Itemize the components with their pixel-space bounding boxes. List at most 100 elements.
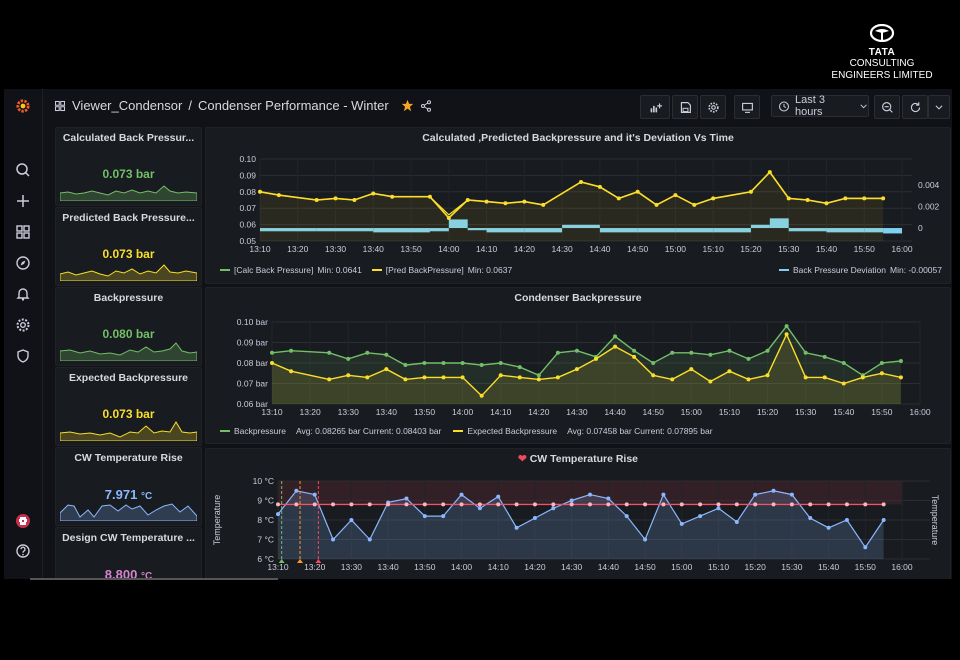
legend-dev-name[interactable]: Back Pressure Deviation	[792, 265, 887, 275]
refresh-interval-dropdown[interactable]	[928, 95, 950, 119]
stat-number: 7.971	[104, 487, 138, 502]
data-point	[555, 375, 560, 380]
x-tick-label: 15:30	[781, 562, 803, 572]
data-point	[333, 196, 338, 201]
data-point	[367, 537, 372, 542]
legend-calc-name[interactable]: [Calc Back Pressure]	[234, 265, 314, 275]
data-point	[698, 514, 703, 519]
y-tick-label: 0.10 bar	[237, 317, 268, 327]
horizontal-scrollbar[interactable]	[30, 578, 278, 580]
data-point	[616, 196, 621, 201]
legend-pred-min: Min: 0.0637	[467, 265, 513, 275]
stat-title: Backpressure	[93, 292, 164, 304]
x-tick-label: 15:10	[703, 244, 725, 254]
x-tick-label: 15:20	[757, 407, 779, 417]
star-icon[interactable]	[401, 99, 414, 112]
series-line	[259, 170, 884, 220]
data-point	[727, 348, 732, 353]
help-icon[interactable]	[12, 540, 34, 562]
stat-panel-cw-temp-rise[interactable]: CW Temperature Rise 7.971 °C	[55, 447, 202, 526]
plus-icon[interactable]	[12, 190, 34, 212]
data-point	[689, 367, 694, 372]
data-point	[654, 202, 659, 207]
data-point	[270, 350, 274, 355]
shield-icon[interactable]	[12, 345, 34, 367]
panel-backpressure-deviation[interactable]: Calculated ,Predicted Backpressure and i…	[205, 127, 951, 284]
data-point	[784, 332, 789, 337]
data-point	[579, 179, 583, 184]
data-point	[716, 506, 721, 511]
user-avatar-icon[interactable]	[12, 510, 34, 532]
data-point	[484, 199, 489, 204]
clock-icon	[778, 100, 790, 112]
stat-panel-design-cw-temp[interactable]: Design CW Temperature ... 8.800 °C	[55, 527, 202, 579]
x-tick-label: 13:40	[363, 244, 385, 254]
legend-bp-name[interactable]: Backpressure	[234, 426, 286, 436]
data-point	[569, 498, 574, 503]
data-point	[844, 502, 849, 507]
data-point	[459, 492, 464, 497]
x-tick-label: 14:50	[634, 562, 656, 572]
share-icon[interactable]	[420, 99, 432, 112]
data-point	[390, 194, 395, 199]
data-point	[496, 502, 501, 507]
explore-compass-icon[interactable]	[12, 252, 34, 274]
panel-condenser-backpressure[interactable]: Condenser Backpressure 0.10 bar 0.09 bar 0…	[205, 287, 951, 444]
data-point	[843, 196, 848, 201]
zoom-out-button[interactable]	[874, 95, 900, 119]
x-tick-label: 13:10	[249, 244, 271, 254]
settings-gear-icon[interactable]	[12, 314, 34, 336]
add-panel-button[interactable]	[640, 95, 670, 119]
panel-cw-temperature-rise[interactable]: ❤ CW Temperature Rise 10 °C 9 °C 8 °C 7 °C 6…	[205, 448, 951, 579]
refresh-button[interactable]	[902, 95, 928, 119]
data-point	[805, 198, 810, 202]
breadcrumb-folder[interactable]: Viewer_Condensor	[72, 98, 183, 113]
search-icon[interactable]	[12, 159, 34, 181]
data-point	[727, 369, 732, 374]
broken-heart-icon[interactable]: ❤	[517, 453, 527, 465]
data-point	[862, 196, 867, 201]
stat-title: CW Temperature Rise	[74, 452, 183, 464]
grafana-logo-icon[interactable]	[12, 95, 34, 117]
stat-panel-calc-bp[interactable]: Calculated Back Pressur... 0.073 bar	[55, 127, 202, 206]
data-point	[635, 189, 640, 194]
data-point	[404, 502, 409, 507]
chevron-down-icon	[935, 105, 943, 110]
y-tick-label: 0.08	[239, 187, 256, 197]
data-point	[689, 350, 694, 355]
legend-exp-name[interactable]: Expected Backpressure	[467, 426, 558, 436]
x-tick-label: 13:30	[341, 562, 363, 572]
data-point	[841, 381, 846, 386]
data-point	[551, 506, 556, 511]
data-point	[734, 502, 739, 507]
x-tick-label: 13:50	[414, 407, 436, 417]
stat-panel-backpressure[interactable]: Backpressure 0.080 bar	[55, 287, 202, 366]
time-range-label: Last 3 hours	[794, 94, 825, 118]
data-point	[613, 344, 618, 349]
x-tick-label: 14:00	[452, 407, 474, 417]
legend-swatch	[220, 430, 230, 432]
dashboard-settings-button[interactable]	[700, 95, 726, 119]
x-tick-label: 14:10	[476, 244, 498, 254]
legend-left: [Calc Back Pressure] Min: 0.0641 [Pred B…	[220, 265, 512, 275]
data-point	[753, 502, 758, 507]
dashboard-title[interactable]: Condenser Performance - Winter	[197, 98, 389, 113]
data-point	[514, 525, 519, 530]
save-dashboard-button[interactable]	[672, 95, 698, 119]
data-point	[496, 494, 501, 499]
stat-panel-expected-bp[interactable]: Expected Backpressure 0.073 bar	[55, 367, 202, 446]
data-point	[734, 519, 739, 524]
alerting-bell-icon[interactable]	[12, 283, 34, 305]
stat-panel-pred-bp[interactable]: Predicted Back Pressure... 0.073 bar	[55, 207, 202, 286]
time-range-picker[interactable]: Last 3 hours	[771, 94, 869, 118]
save-icon	[680, 101, 691, 113]
data-point	[441, 502, 446, 507]
legend-pred-name[interactable]: [Pred BackPressure]	[385, 265, 464, 275]
data-point	[679, 521, 684, 526]
dashboards-icon[interactable]	[12, 221, 34, 243]
x-tick-label: 14:20	[524, 562, 546, 572]
tv-mode-button[interactable]	[734, 95, 760, 119]
deviation-bar	[562, 224, 600, 229]
data-point	[661, 492, 666, 497]
data-point	[881, 196, 886, 201]
